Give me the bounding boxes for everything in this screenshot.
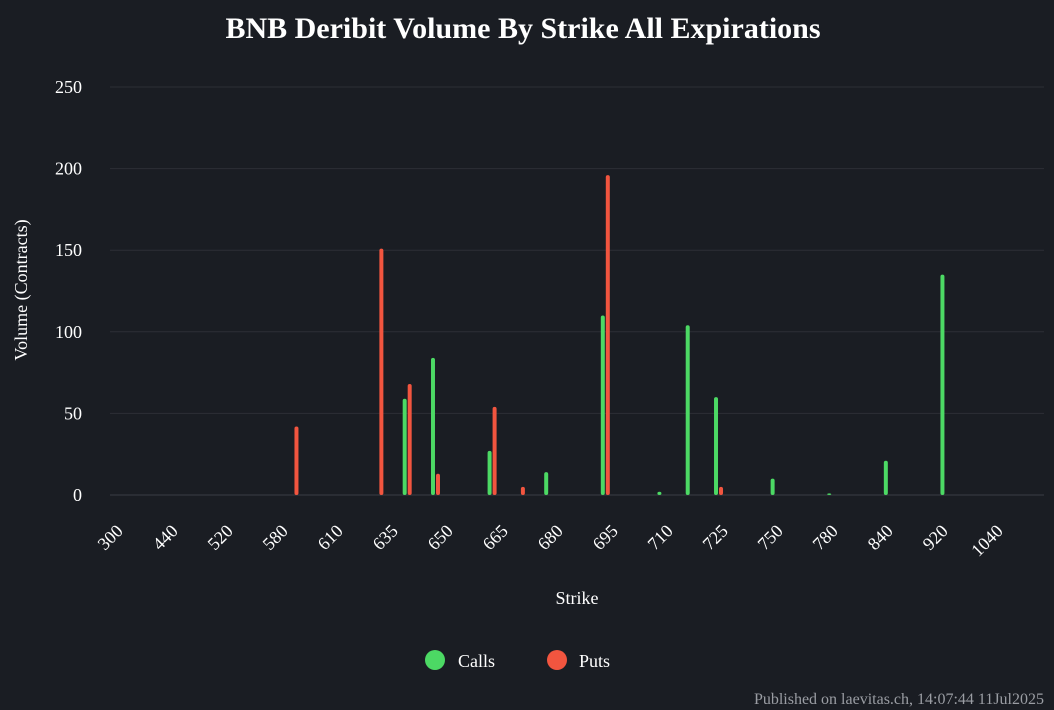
legend: Calls Puts: [425, 650, 610, 671]
bar-puts-675[interactable]: [435, 473, 440, 495]
x-tick-label: 840: [864, 521, 897, 554]
bar-calls-675[interactable]: [430, 357, 435, 495]
x-tick-label: 750: [754, 521, 787, 554]
bar-calls-730[interactable]: [770, 478, 775, 495]
legend-calls-label: Calls: [458, 651, 495, 671]
legend-item-puts[interactable]: Puts: [547, 650, 610, 671]
footer-attribution: Published on laevitas.ch, 14:07:44 11Jul…: [754, 691, 1044, 708]
y-tick-label: 250: [55, 77, 82, 97]
x-tick-label: 680: [534, 521, 567, 554]
y-tick-label: 50: [64, 403, 82, 423]
bar-calls-715[interactable]: [685, 325, 690, 495]
bar-calls-800[interactable]: [940, 274, 945, 495]
bar-puts-640[interactable]: [294, 426, 299, 495]
x-tick-label: 1040: [967, 521, 1007, 561]
x-axis-label: Strike: [556, 588, 599, 608]
bar-calls-700[interactable]: [600, 315, 605, 495]
bar-puts-700[interactable]: [605, 175, 610, 496]
legend-puts-marker: [547, 650, 567, 670]
legend-puts-label: Puts: [579, 651, 610, 671]
x-tick-label: 665: [479, 521, 512, 554]
y-tick-label: 0: [73, 485, 82, 505]
x-tick-label: 725: [699, 521, 732, 554]
x-tick-label: 300: [94, 521, 127, 554]
bar-calls-690[interactable]: [544, 472, 549, 495]
y-tick-label: 200: [55, 159, 82, 179]
y-axis-ticks: 0 50 100 150 200 250: [55, 77, 82, 505]
bar-puts-685[interactable]: [520, 486, 525, 495]
bar-calls-710[interactable]: [657, 491, 662, 495]
x-tick-label: 520: [204, 521, 237, 554]
legend-item-calls[interactable]: Calls: [425, 650, 495, 671]
y-axis-label: Volume (Contracts): [11, 219, 32, 360]
y-tick-label: 100: [55, 322, 82, 342]
bar-puts-670[interactable]: [407, 384, 412, 495]
x-tick-label: 635: [369, 521, 402, 554]
bar-calls-670[interactable]: [402, 398, 407, 495]
x-tick-label: 610: [314, 521, 347, 554]
bar-calls-760[interactable]: [883, 460, 888, 495]
x-tick-label: 710: [644, 521, 677, 554]
bar-calls-680[interactable]: [487, 450, 492, 495]
bar-puts-680[interactable]: [492, 406, 497, 495]
x-tick-label: 695: [589, 521, 622, 554]
x-tick-label: 780: [809, 521, 842, 554]
chart-title: BNB Deribit Volume By Strike All Expirat…: [225, 12, 820, 45]
x-tick-label: 580: [259, 521, 292, 554]
grid-lines: [110, 86, 1044, 496]
x-tick-label: 920: [919, 521, 952, 554]
x-axis-ticks: 300 440 520 580 610 635 650 665 680 695 710 725 750 7…: [94, 521, 1007, 561]
x-tick-label: 440: [149, 521, 182, 554]
bar-puts-720[interactable]: [719, 486, 724, 495]
legend-calls-marker: [425, 650, 445, 670]
bars: [294, 175, 945, 496]
bar-calls-720[interactable]: [714, 397, 719, 495]
x-tick-label: 650: [424, 521, 457, 554]
y-tick-label: 150: [55, 240, 82, 260]
bar-puts-665[interactable]: [379, 248, 384, 495]
bar-calls-740[interactable]: [827, 493, 832, 495]
